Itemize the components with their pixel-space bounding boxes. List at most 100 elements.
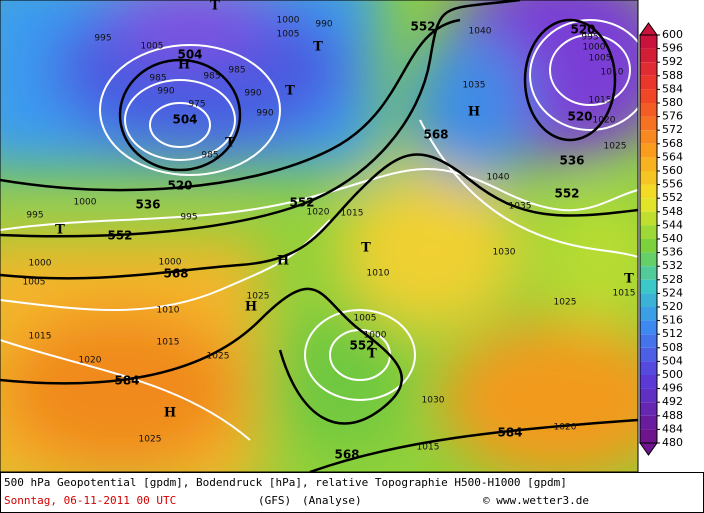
- caption-title: 500 hPa Geopotential [gpdm], Bodendruck …: [4, 476, 567, 489]
- geopotential-label: 552: [410, 20, 435, 34]
- pressure-label: 1010: [367, 269, 390, 279]
- pressure-center: T: [313, 40, 323, 55]
- pressure-label: 1010: [157, 306, 180, 316]
- colorbar-cell: [640, 130, 657, 144]
- pressure-label: 1015: [341, 209, 364, 219]
- pressure-label: 1030: [493, 248, 516, 258]
- geopotential-label: 552: [349, 339, 374, 353]
- pressure-center: T: [55, 223, 65, 238]
- pressure-label: 1025: [139, 435, 162, 445]
- pressure-center: T: [361, 241, 371, 256]
- colorbar-cell: [640, 388, 657, 403]
- colorbar-cell: [640, 307, 657, 321]
- geopotential-label: 504: [177, 48, 202, 62]
- pressure-center: H: [178, 58, 190, 73]
- colorbar-label: 584: [662, 82, 683, 95]
- colorbar-label: 532: [662, 259, 683, 272]
- colorbar-cell: [640, 171, 657, 185]
- pressure-center: T: [285, 84, 295, 99]
- pressure-label: 995: [180, 213, 197, 223]
- pressure-label: 1015: [157, 338, 180, 348]
- colorbar-label: 596: [662, 42, 683, 55]
- pressure-label: 1015: [613, 289, 636, 299]
- pressure-label: 1035: [509, 202, 532, 212]
- colorbar-cell: [640, 157, 657, 171]
- colorbar-label: 560: [662, 164, 683, 177]
- pressure-label: 995: [26, 211, 43, 221]
- caption-date: Sonntag, 06-11-2011 00 UTC: [4, 494, 176, 507]
- pressure-label: 1025: [247, 292, 270, 302]
- colorbar-cell: [640, 279, 657, 294]
- colorbar-end: [639, 442, 658, 456]
- pressure-label: 990: [315, 20, 332, 30]
- geopotential-label: 568: [334, 448, 359, 462]
- colorbar-label: 544: [662, 218, 683, 231]
- pressure-label: 1015: [29, 332, 52, 342]
- pressure-label: 1005: [141, 42, 164, 52]
- geopotential-label: 520: [570, 23, 595, 37]
- pressure-label: 1005: [589, 54, 612, 64]
- pressure-label: 1000: [159, 258, 182, 268]
- colorbar-label: 512: [662, 327, 683, 340]
- pressure-label: 1000: [583, 43, 606, 53]
- colorbar-cell: [640, 184, 657, 199]
- colorbar-label: 492: [662, 395, 683, 408]
- pressure-label: 1025: [554, 298, 577, 308]
- geopotential-label: 504: [172, 113, 197, 127]
- colorbar-label: 536: [662, 246, 683, 259]
- colorbar-cell: [640, 320, 657, 335]
- geopotential-label: 552: [289, 196, 314, 210]
- pressure-label: 1010: [601, 68, 624, 78]
- colorbar-label: 488: [662, 409, 683, 422]
- pressure-center: T: [624, 272, 634, 287]
- colorbar-cell: [640, 334, 657, 348]
- geopotential-label: 568: [163, 267, 188, 281]
- colorbar-cell: [640, 225, 657, 239]
- colorbar-cell: [640, 375, 657, 389]
- pressure-label: 1000: [74, 198, 97, 208]
- colorbar-label: 524: [662, 286, 683, 299]
- geopotential-label: 520: [567, 110, 592, 124]
- geopotential-label: 536: [559, 154, 584, 168]
- colorbar-cell: [640, 402, 657, 416]
- colorbar-frame: [639, 34, 658, 444]
- colorbar-cell: [640, 89, 657, 103]
- pressure-label: 990: [157, 87, 174, 97]
- geopotential-label: 552: [554, 187, 579, 201]
- colorbar-label: 508: [662, 341, 683, 354]
- colorbar-cell: [640, 415, 657, 430]
- pressure-center: T: [210, 0, 220, 14]
- colorbar-label: 572: [662, 123, 683, 136]
- colorbar-label: 552: [662, 191, 683, 204]
- pressure-label: 1025: [207, 352, 230, 362]
- pressure-label: 995: [94, 34, 111, 44]
- pressure-label: 1030: [422, 396, 445, 406]
- pressure-label: 1020: [79, 356, 102, 366]
- colorbar-label: 484: [662, 422, 683, 435]
- geopotential-label: 552: [107, 229, 132, 243]
- colorbar-cell: [640, 429, 657, 443]
- pressure-center: H: [277, 254, 289, 269]
- colorbar-label: 480: [662, 436, 683, 449]
- pressure-label: 985: [201, 151, 218, 161]
- geopotential-label: 520: [167, 179, 192, 193]
- pressure-label: 985: [228, 66, 245, 76]
- colorbar-cell: [640, 211, 657, 226]
- colorbar-label: 592: [662, 55, 683, 68]
- colorbar-cell: [640, 266, 657, 280]
- geopotential-label: 584: [497, 426, 522, 440]
- pressure-label: 990: [256, 109, 273, 119]
- pressure-label: 1000: [277, 16, 300, 26]
- colorbar-label: 580: [662, 96, 683, 109]
- pressure-label: 1040: [487, 173, 510, 183]
- pressure-label: 995: [581, 33, 598, 43]
- pressure-label: 1020: [307, 208, 330, 218]
- colorbar-cell: [640, 293, 657, 307]
- pressure-label: 990: [244, 89, 261, 99]
- colorbar-label: 496: [662, 382, 683, 395]
- pressure-label: 1040: [469, 27, 492, 37]
- pressure-label: 1020: [554, 423, 577, 433]
- pressure-center: H: [245, 300, 257, 315]
- pressure-label: 985: [203, 72, 220, 82]
